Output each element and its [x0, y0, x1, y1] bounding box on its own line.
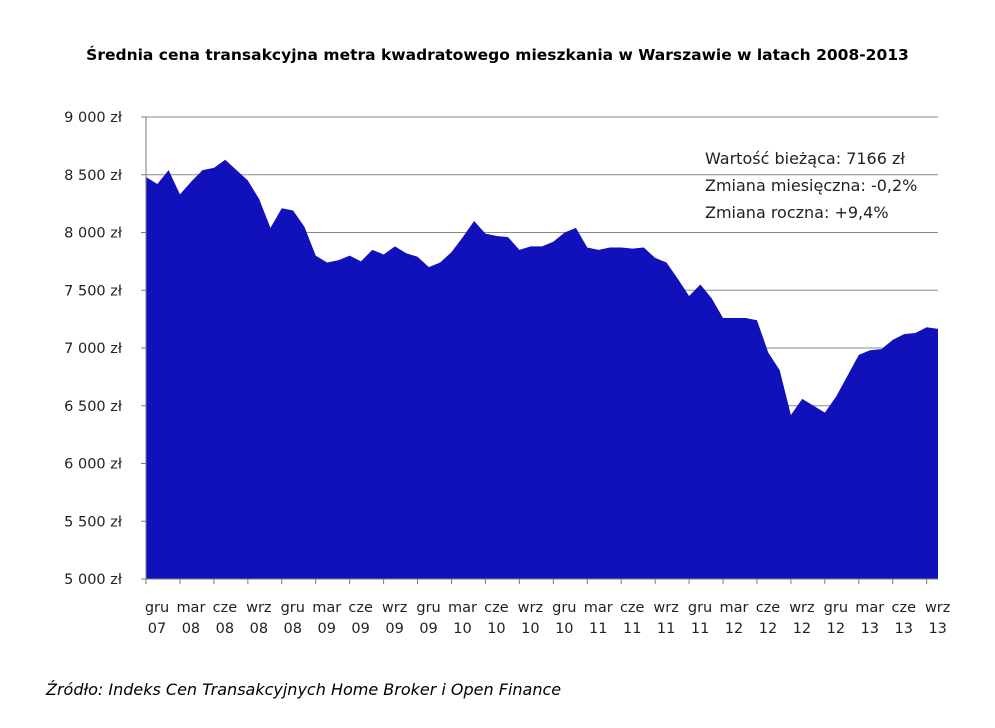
- x-tick-label-year: 11: [657, 621, 675, 637]
- annotation-line: Wartość bieżąca: 7166 zł: [705, 149, 905, 168]
- y-tick-label: 9 000 zł: [64, 110, 123, 126]
- y-tick-label: 7 000 zł: [64, 341, 123, 357]
- y-tick-label: 6 500 zł: [64, 399, 123, 415]
- x-tick-label-month: gru: [688, 600, 712, 616]
- x-tick-label-year: 08: [284, 621, 302, 637]
- x-tick-label-year: 13: [895, 621, 913, 637]
- x-tick-label-month: mar: [176, 600, 205, 616]
- x-tick-label-year: 12: [793, 621, 811, 637]
- axes: [141, 116, 938, 584]
- x-tick-label-month: mar: [312, 600, 341, 616]
- x-tick-label-month: cze: [484, 600, 509, 616]
- x-tick-label-year: 10: [555, 621, 573, 637]
- x-tick-label-year: 11: [623, 621, 641, 637]
- y-tick-label: 6 000 zł: [64, 457, 123, 473]
- x-tick-label-year: 09: [419, 621, 437, 637]
- x-tick-label-month: wrz: [789, 600, 814, 616]
- source-note: Źródło: Indeks Cen Transakcyjnych Home B…: [46, 680, 562, 699]
- x-tick-label-month: gru: [824, 600, 848, 616]
- x-tick-label-month: wrz: [382, 600, 407, 616]
- plot-layer: [146, 159, 938, 580]
- x-tick-label-year: 11: [589, 621, 607, 637]
- x-tick-label-month: wrz: [246, 600, 271, 616]
- x-tick-label-year: 08: [250, 621, 268, 637]
- x-tick-label-month: gru: [552, 600, 576, 616]
- x-tick-label-month: mar: [855, 600, 884, 616]
- x-tick-label-year: 07: [148, 621, 166, 637]
- x-tick-label-month: mar: [584, 600, 613, 616]
- y-tick-label: 5 000 zł: [64, 572, 123, 588]
- x-tick-label-year: 10: [453, 621, 471, 637]
- x-tick-label-month: cze: [213, 600, 238, 616]
- x-tick-label-year: 10: [487, 621, 505, 637]
- x-tick-label-month: cze: [348, 600, 373, 616]
- x-tick-labels: gru 07 mar 08 cze 08 wrz 08 gru 08 mar 09 cze 09 wrz 09…: [145, 600, 951, 637]
- x-tick-label-year: 09: [317, 621, 335, 637]
- x-tick-label-month: wrz: [518, 600, 543, 616]
- y-tick-label: 7 500 zł: [64, 283, 123, 299]
- y-tick-label: 8 500 zł: [64, 168, 123, 184]
- y-tick-label: 5 500 zł: [64, 514, 123, 530]
- y-tick-labels: 9 000 zł 8 500 zł 8 000 zł 7 500 zł 7 000 zł…: [64, 110, 123, 588]
- x-tick-label-month: cze: [756, 600, 781, 616]
- x-tick-label-month: wrz: [925, 600, 950, 616]
- annotation-box: Wartość bieżąca: 7166 zł Zmiana miesięczn…: [705, 149, 917, 222]
- x-tick-label-month: mar: [720, 600, 749, 616]
- x-tick-label-year: 12: [725, 621, 743, 637]
- chart-title: Średnia cena transakcyjna metra kwadrato…: [86, 46, 909, 64]
- x-tick-label-year: 08: [216, 621, 234, 637]
- x-tick-label-year: 11: [691, 621, 709, 637]
- x-tick-label-year: 09: [351, 621, 369, 637]
- x-tick-label-year: 10: [521, 621, 539, 637]
- x-tick-label-year: 12: [827, 621, 845, 637]
- x-tick-label-month: gru: [281, 600, 305, 616]
- x-tick-label-month: cze: [620, 600, 645, 616]
- x-tick-label-year: 12: [759, 621, 777, 637]
- x-tick-label-month: mar: [448, 600, 477, 616]
- x-tick-label-year: 09: [385, 621, 403, 637]
- x-tick-label-year: 13: [861, 621, 879, 637]
- x-tick-label-month: gru: [145, 600, 169, 616]
- y-tick-label: 8 000 zł: [64, 226, 123, 242]
- price-area: [146, 159, 938, 580]
- x-tick-label-month: wrz: [653, 600, 678, 616]
- x-tick-label-month: gru: [416, 600, 440, 616]
- x-tick-label-year: 13: [928, 621, 946, 637]
- x-tick-label-year: 08: [182, 621, 200, 637]
- annotation-line: Zmiana miesięczna: -0,2%: [705, 176, 917, 195]
- annotation-line: Zmiana roczna: +9,4%: [705, 203, 889, 222]
- x-tick-label-month: cze: [891, 600, 916, 616]
